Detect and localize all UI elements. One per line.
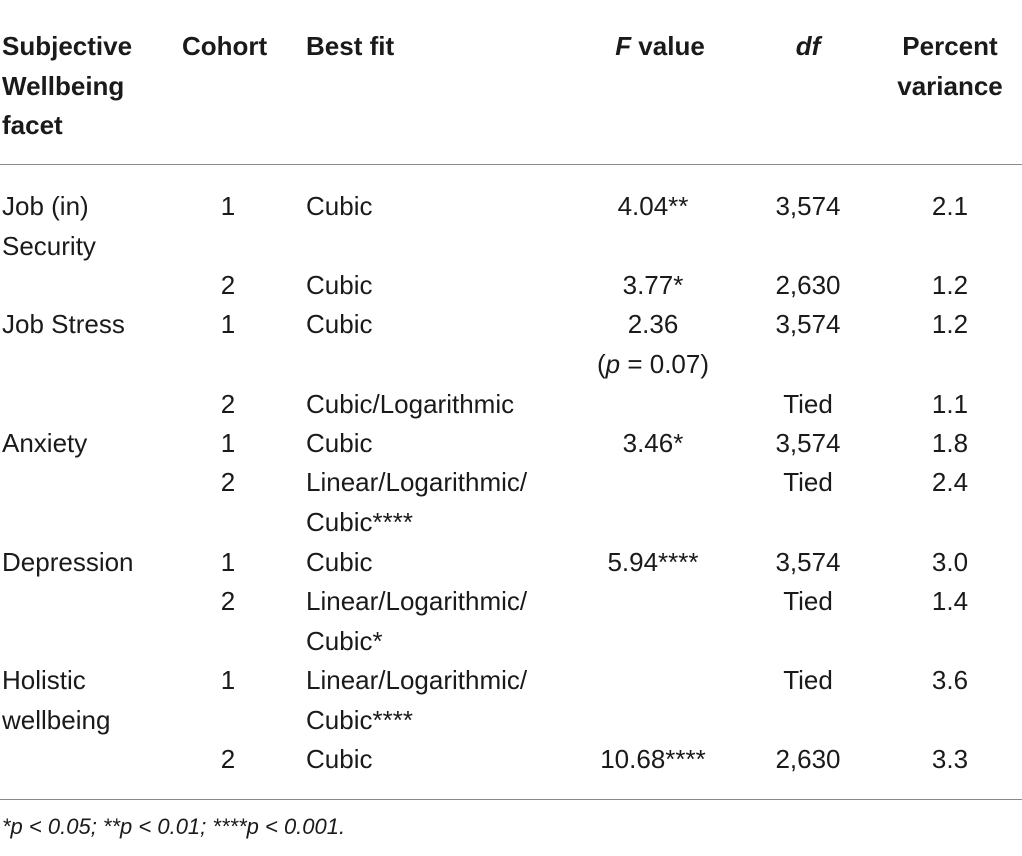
row-2-f-value-main: 2.36 [627,309,679,339]
row-7-percent-variance: 1.4 [931,586,969,616]
row-6-f-value: 5.94**** [607,547,699,577]
row-0-percent-variance: 2.1 [931,191,969,221]
row-0-f-value: 4.04** [617,191,689,221]
row-1-f-value: 3.77* [622,270,684,300]
row-5-best-fit: Linear/Logarithmic/ Cubic**** [306,467,528,537]
row-4-f-value: 3.46* [622,428,684,458]
row-0-df: 3,574 [775,191,841,221]
row-8-cohort: 1 [220,665,236,695]
header-f-italic: F [615,31,632,61]
header-f-rest: value [631,31,705,61]
table-body: Job (in) Security 1 Cubic 4.04** 3,574 2… [0,165,1022,800]
row-3-cohort: 2 [220,389,236,419]
header-cohort: Cohort [182,31,268,61]
row-0-cohort: 1 [220,191,236,221]
row-9-df: 2,630 [775,744,841,774]
row-6-cohort: 1 [220,547,236,577]
row-5-percent-variance: 2.4 [931,467,969,497]
row-8-percent-variance: 3.6 [931,665,969,695]
header-f-value: F value [560,27,760,67]
row-4-facet: Anxiety [2,428,88,458]
row-9-percent-variance: 3.3 [931,744,969,774]
row-2-cohort: 1 [220,309,236,339]
header-df-italic: df [795,31,821,61]
header-percent-variance: Percent variance [897,31,1003,101]
row-9-best-fit: Cubic [306,744,373,774]
row-2-f-value: 2.36 (p = 0.07) [596,309,710,379]
row-4-best-fit: Cubic [306,428,373,458]
row-1-df: 2,630 [775,270,841,300]
table-footnote: *p < 0.05; **p < 0.01; ****p < 0.001. [2,814,346,839]
row-9-cohort: 2 [220,744,236,774]
row-4-percent-variance: 1.8 [931,428,969,458]
row-2-facet: Job Stress [2,309,125,339]
row-7-best-fit: Linear/Logarithmic/ Cubic* [306,586,528,656]
header-facet: Subjective Wellbeing facet [2,31,133,140]
row-8-df: Tied [783,665,833,695]
row-6-best-fit: Cubic [306,547,373,577]
row-0-best-fit: Cubic [306,191,373,221]
row-1-cohort: 2 [220,270,236,300]
row-4-cohort: 1 [220,428,236,458]
table-header: Subjective Wellbeing facet Cohort Best f… [0,0,1022,165]
row-2-f-value-p-rest: = 0.07) [620,348,710,379]
row-2-df: 3,574 [775,309,841,339]
row-6-facet: Depression [2,547,134,577]
row-6-percent-variance: 3.0 [931,547,969,577]
row-8-facet: Holistic wellbeing [2,665,111,735]
row-7-cohort: 2 [220,586,236,616]
row-1-best-fit: Cubic [306,270,373,300]
row-7-df: Tied [783,586,833,616]
row-2-percent-variance: 1.2 [931,309,969,339]
row-4-df: 3,574 [775,428,841,458]
row-9-f-value: 10.68**** [600,744,706,774]
row-2-f-value-p: p [605,348,621,379]
row-2-best-fit: Cubic [306,309,373,339]
row-1-percent-variance: 1.2 [931,270,969,300]
row-5-df: Tied [783,467,833,497]
row-0-facet: Job (in) Security [2,191,96,261]
header-df: df [756,27,860,67]
row-5-cohort: 2 [220,467,236,497]
row-6-df: 3,574 [775,547,841,577]
header-best-fit: Best fit [306,31,395,61]
row-3-percent-variance: 1.1 [931,389,969,419]
row-3-df: Tied [783,389,833,419]
row-8-best-fit: Linear/Logarithmic/ Cubic**** [306,665,528,735]
row-3-best-fit: Cubic/Logarithmic [306,389,515,419]
